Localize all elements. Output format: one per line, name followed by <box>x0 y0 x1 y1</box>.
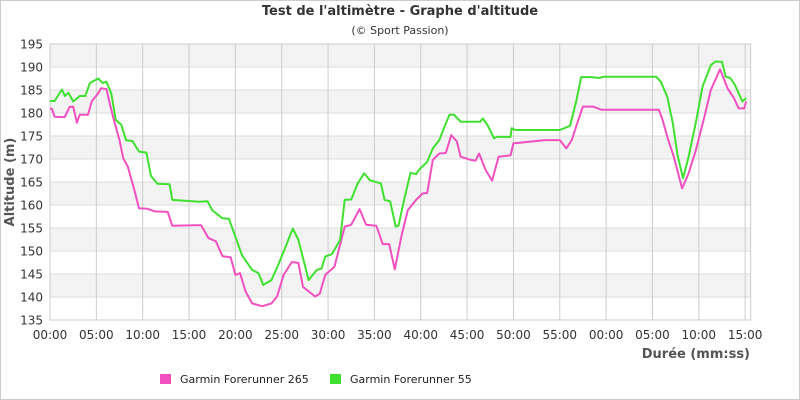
series-lines <box>49 60 748 308</box>
x-tick-label: 25:00 <box>264 328 299 342</box>
y-tick-label: 150 <box>20 245 43 259</box>
x-tick-label: 10:00 <box>681 328 716 342</box>
background-band <box>50 274 751 297</box>
y-tick-label: 170 <box>20 153 43 167</box>
x-tick-label: 00:00 <box>589 328 624 342</box>
y-axis-label: Altitude (m) <box>3 138 18 227</box>
x-tick-label: 40:00 <box>403 328 438 342</box>
legend-swatch-forerunner-265 <box>160 374 171 384</box>
grid <box>49 43 752 321</box>
x-tick-label: 35:00 <box>357 328 392 342</box>
x-tick-labels: 00:00 05:00 10:00 15:00 20:00 25:00 30:00 35:00… <box>33 328 763 342</box>
x-tick-label: 30:00 <box>311 328 346 342</box>
y-tick-label: 195 <box>20 38 43 52</box>
y-tick-label: 155 <box>20 222 43 236</box>
y-tick-label: 145 <box>20 268 43 282</box>
y-tick-label: 160 <box>20 199 43 213</box>
legend-label: Garmin Forerunner 55 <box>350 373 472 386</box>
x-tick-label: 20:00 <box>218 328 253 342</box>
y-tick-label: 165 <box>20 176 43 190</box>
y-tick-label: 135 <box>20 314 43 328</box>
x-tick-label: 10:00 <box>125 328 160 342</box>
y-tick-label: 190 <box>20 61 43 75</box>
x-tick-label: 05:00 <box>635 328 670 342</box>
x-tick-label: 00:00 <box>33 328 68 342</box>
x-tick-label: 50:00 <box>496 328 531 342</box>
legend-label: Garmin Forerunner 265 <box>180 373 309 386</box>
legend: Garmin Forerunner 265 Garmin Forerunner … <box>160 373 472 386</box>
x-tick-label: 45:00 <box>450 328 485 342</box>
y-tick-label: 140 <box>20 291 43 305</box>
background-band <box>50 136 751 159</box>
y-tick-label: 185 <box>20 84 43 98</box>
legend-item-forerunner-55[interactable]: Garmin Forerunner 55 <box>330 373 472 386</box>
y-tick-labels: 135 140 145 150 155 160 165 170 175 180 185 190 195 <box>20 38 43 328</box>
chart-title: Test de l'altimètre - Graphe d'altitude <box>262 4 538 19</box>
y-tick-label: 180 <box>20 107 43 121</box>
x-tick-label: 15:00 <box>728 328 763 342</box>
x-axis-label: Durée (mm:ss) <box>642 347 750 362</box>
background-band <box>50 182 751 205</box>
chart-subtitle: (© Sport Passion) <box>351 24 448 37</box>
plot-border <box>49 43 752 321</box>
x-tick-label: 15:00 <box>172 328 207 342</box>
series-line-forerunner-55 <box>50 60 747 286</box>
series-line-forerunner-265 <box>49 68 748 308</box>
y-tick-label: 175 <box>20 130 43 144</box>
x-tick-label: 05:00 <box>79 328 114 342</box>
background-band <box>50 44 751 67</box>
legend-item-forerunner-265[interactable]: Garmin Forerunner 265 <box>160 373 309 386</box>
legend-swatch-forerunner-55 <box>330 374 341 384</box>
background-bands <box>50 44 751 297</box>
x-tick-label: 55:00 <box>542 328 577 342</box>
